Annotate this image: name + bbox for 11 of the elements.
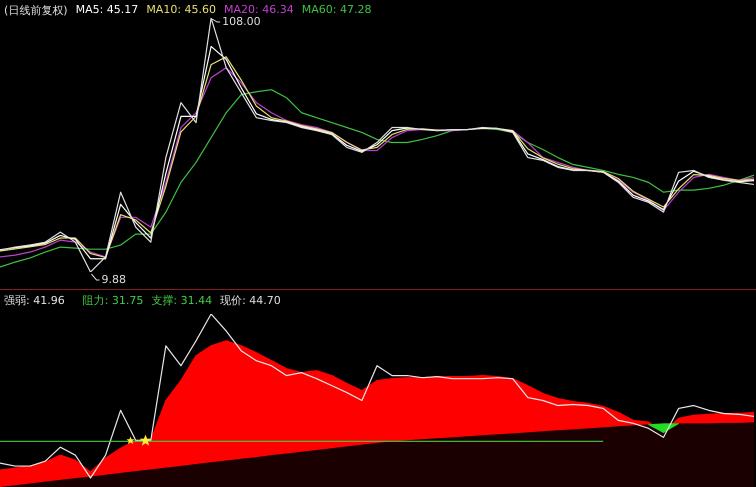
text: 现价: 44.70 (220, 293, 281, 308)
text: 强弱: 41.96 (4, 293, 65, 308)
text: MA5: 45.17 (76, 3, 138, 18)
text: MA60: 47.28 (302, 3, 372, 18)
text: MA10: 45.60 (146, 3, 216, 18)
data-label: 108.00 (222, 14, 261, 28)
chart-title: (日线前复权) (4, 3, 68, 18)
text: MA20: 46.34 (224, 3, 294, 16)
text: 阻力: 31.75 (82, 293, 144, 308)
data-label: 9.88 (101, 272, 126, 286)
text: 支撑: 31.44 (151, 293, 212, 308)
